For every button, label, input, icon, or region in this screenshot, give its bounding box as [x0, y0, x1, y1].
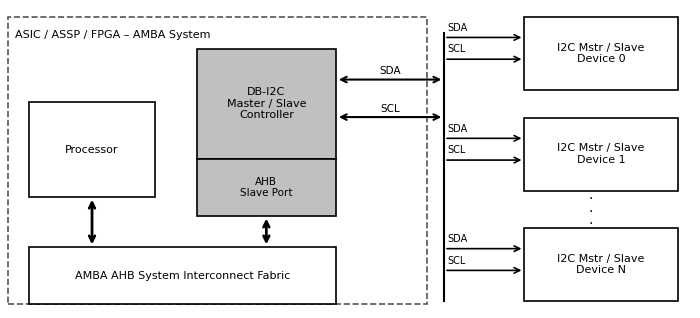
Text: I2C Mstr / Slave
Device N: I2C Mstr / Slave Device N	[557, 254, 645, 275]
Text: I2C Mstr / Slave
Device 1: I2C Mstr / Slave Device 1	[557, 143, 645, 165]
Text: .: .	[589, 213, 593, 227]
Text: DB-I2C
Master / Slave
Controller: DB-I2C Master / Slave Controller	[227, 87, 306, 121]
Text: .: .	[589, 201, 593, 215]
Text: Processor: Processor	[65, 145, 119, 155]
Text: ASIC / ASSP / FPGA – AMBA System: ASIC / ASSP / FPGA – AMBA System	[15, 30, 211, 40]
Bar	[524, 228, 678, 301]
Bar	[524, 118, 678, 190]
Bar	[8, 17, 427, 304]
Text: AMBA AHB System Interconnect Fabric: AMBA AHB System Interconnect Fabric	[75, 271, 290, 280]
Text: SCL: SCL	[380, 104, 400, 114]
Text: .: .	[589, 188, 593, 202]
Bar	[524, 17, 678, 90]
Text: AHB
Slave Port: AHB Slave Port	[240, 176, 293, 198]
Text: SDA: SDA	[447, 124, 468, 134]
Text: SDA: SDA	[379, 66, 401, 76]
Text: SCL: SCL	[447, 256, 466, 266]
Bar	[29, 102, 155, 197]
Text: SCL: SCL	[447, 45, 466, 54]
Bar	[197, 49, 336, 159]
Bar	[29, 247, 336, 304]
Bar	[197, 159, 336, 216]
Text: SCL: SCL	[447, 145, 466, 156]
Text: I2C Mstr / Slave
Device 0: I2C Mstr / Slave Device 0	[557, 43, 645, 64]
Text: SDA: SDA	[447, 234, 468, 244]
Text: SDA: SDA	[447, 23, 468, 33]
